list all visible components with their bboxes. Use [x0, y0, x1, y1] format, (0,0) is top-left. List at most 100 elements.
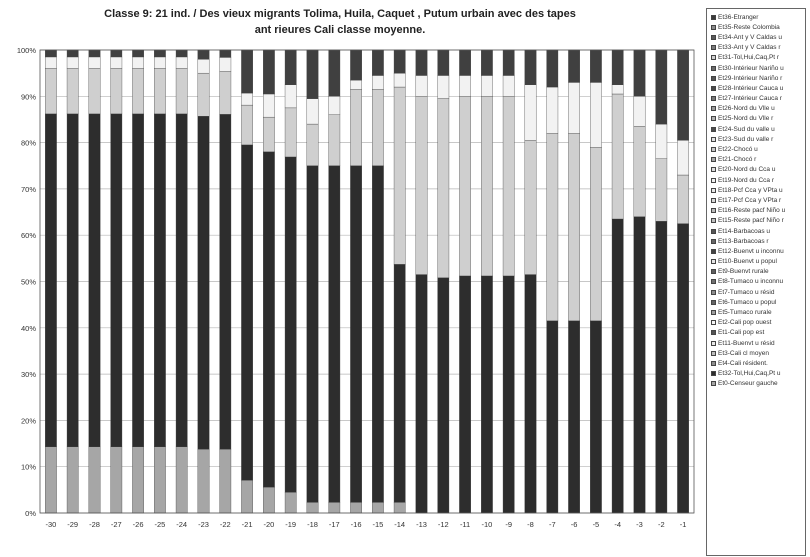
legend-label: Et20-Nord du Cca u: [718, 166, 776, 174]
bar-segment: [393, 86, 406, 265]
bar-segment: [132, 446, 144, 514]
legend-item: Et14-Barbacoas u: [711, 226, 805, 236]
bar-segment: [393, 49, 406, 74]
legend-label: Et36-Etranger: [718, 13, 759, 21]
bar-segment: [263, 486, 275, 514]
bar-segment: [372, 165, 384, 503]
legend-swatch: [711, 55, 716, 61]
axes: 0% 10% 20% 30% 40% 50% 60% 70% 80% 90% 100% -30 -29 -…: [17, 46, 695, 529]
x-tick-label: -7: [549, 520, 556, 529]
bar-segment: [437, 49, 450, 76]
bar-segment: [110, 56, 123, 69]
legend-label: Et25-Nord du Vlle r: [718, 115, 774, 123]
bar-segment: [568, 82, 580, 134]
legend-label: Et12-Buenvt u inconnu: [718, 247, 784, 255]
legend-item: Et28-Intérieur Cauca u: [711, 83, 805, 93]
bar-segment: [284, 107, 297, 158]
legend-label: Et24-Sud du valle u: [718, 125, 775, 133]
bar-segment: [328, 96, 341, 115]
bar-segment: [393, 502, 406, 514]
bar-segment: [655, 221, 668, 514]
legend-swatch: [711, 34, 716, 40]
bar-segment: [197, 49, 210, 60]
bar-segment: [655, 123, 668, 159]
x-tick-label: -10: [481, 520, 492, 529]
bar-segment: [45, 68, 57, 115]
bar-segment: [372, 89, 384, 166]
bar-segment: [132, 68, 144, 115]
legend-swatch: [711, 360, 716, 366]
legend-item: Et36-Etranger: [711, 12, 805, 22]
bar-segment: [633, 216, 646, 514]
bar-segment: [154, 446, 166, 514]
bar-segment: [263, 151, 275, 488]
legend-item: Et4-Cali résident.: [711, 358, 805, 368]
x-tick-label: -25: [154, 520, 165, 529]
bar-segment: [350, 49, 362, 81]
bar-segment: [175, 49, 188, 58]
bar-segment: [328, 49, 341, 97]
x-tick-label: -26: [133, 520, 144, 529]
legend: Et36-Etranger Et35-Reste Colombia Et34-Ant…: [706, 8, 806, 556]
bar-segment: [481, 96, 493, 277]
stacked-bar-chart: 0% 10% 20% 30% 40% 50% 60% 70% 80% 90% 100% -30 -29 -…: [17, 46, 695, 529]
bar-segment: [88, 49, 101, 58]
bar-segment: [415, 96, 428, 275]
bar-segment: [437, 75, 450, 99]
legend-label: Et11-Buenvt u résid: [718, 339, 775, 347]
legend-swatch: [711, 371, 716, 377]
legend-label: Et17-Pcf Cca y VPta r: [718, 196, 782, 204]
legend-label: Et28-Intérieur Cauca u: [718, 84, 784, 92]
legend-item: Et35-Reste Colombia: [711, 22, 805, 32]
bar-segment: [611, 93, 624, 220]
bar-segment: [219, 448, 232, 514]
x-tick-label: -5: [593, 520, 600, 529]
bar-segment: [568, 133, 580, 322]
x-tick-label: -6: [571, 520, 578, 529]
bar-segment: [372, 502, 384, 514]
legend-label: Et18-Pcf Cca y VPta u: [718, 186, 783, 194]
bar-segment: [350, 502, 362, 514]
legend-item: Et5-Tumaco rurale: [711, 307, 805, 317]
x-tick-label: -15: [372, 520, 383, 529]
y-tick-label: 50%: [21, 278, 36, 287]
legend-swatch: [711, 136, 716, 142]
bar-segment: [88, 446, 101, 514]
bar-segment: [219, 57, 232, 72]
legend-item: Et8-Tumaco u inconnu: [711, 277, 805, 287]
legend-item: Et21-Chocó r: [711, 155, 805, 165]
bars: [45, 49, 689, 514]
bar-segment: [677, 140, 689, 176]
x-tick-label: -1: [680, 520, 687, 529]
legend-swatch: [711, 106, 716, 112]
legend-swatch: [711, 197, 716, 203]
legend-label: Et4-Cali résident.: [718, 359, 768, 367]
bar-segment: [66, 113, 79, 447]
legend-label: Et19-Nord du Cca r: [718, 176, 774, 184]
legend-swatch: [711, 75, 716, 81]
bar-segment: [306, 123, 319, 166]
x-tick-label: -16: [351, 520, 362, 529]
legend-label: Et7-Tumaco u résid: [718, 288, 775, 296]
legend-swatch: [711, 208, 716, 214]
bar-segment: [459, 96, 471, 277]
legend-swatch: [711, 147, 716, 153]
legend-label: Et5-Tumaco rurale: [718, 309, 772, 317]
legend-swatch: [711, 177, 716, 183]
bar-segment: [88, 68, 101, 115]
legend-swatch: [711, 157, 716, 163]
legend-item: Et33-Ant y V Caldas r: [711, 43, 805, 53]
legend-item: Et25-Nord du Vlle r: [711, 114, 805, 124]
bar-segment: [284, 491, 297, 514]
y-tick-label: 60%: [21, 231, 36, 240]
legend-item: Et31-Tol,Hui,Caq,Pt r: [711, 53, 805, 63]
legend-item: Et18-Pcf Cca y VPta u: [711, 185, 805, 195]
y-tick-label: 90%: [21, 92, 36, 101]
bar-segment: [197, 448, 210, 514]
bar-segment: [175, 113, 188, 447]
legend-label: Et2-Cali pop ouest: [718, 319, 772, 327]
legend-swatch: [711, 381, 716, 387]
x-tick-label: -4: [614, 520, 621, 529]
bar-segment: [175, 446, 188, 514]
legend-swatch: [711, 259, 716, 265]
